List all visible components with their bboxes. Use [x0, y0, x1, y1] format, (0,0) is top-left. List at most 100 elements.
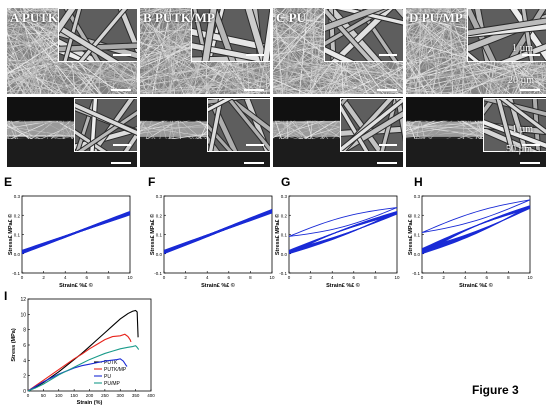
- x-tick-label: 2: [42, 275, 45, 280]
- main-scale-bar: [111, 162, 131, 164]
- x-tick-label: 10: [127, 275, 133, 280]
- x-tick-label: 8: [374, 275, 377, 280]
- x-tick-label: 4: [64, 275, 67, 280]
- scale-main-bottom: 50 µm: [506, 144, 533, 155]
- hysteresis-loop: [163, 212, 273, 251]
- panel-letter-g: G: [281, 175, 291, 189]
- inset-texture: [325, 9, 403, 61]
- magnified-inset: [340, 98, 403, 152]
- sem-bottom-b: [140, 97, 270, 167]
- magnified-inset: [207, 98, 270, 152]
- inset-texture: [59, 9, 137, 61]
- x-tick-label: 2: [309, 275, 312, 280]
- plot-frame: [421, 195, 531, 274]
- inset-texture: [208, 99, 270, 151]
- panel-letter-i: I: [4, 289, 8, 303]
- x-tick-label: 150: [70, 393, 78, 398]
- x-tick-label: 8: [107, 275, 110, 280]
- cyclic-plot-g: -0.1 0.0 0.1 0.2 0.3 0 2 4 6 8 10 Strain£ %£ © Stres…: [274, 194, 400, 289]
- plot-frame: [21, 195, 131, 274]
- x-tick-label: 10: [527, 275, 533, 280]
- y-axis-label: Stress£ MPa£ ©: [407, 214, 414, 255]
- y-tick-label: 8: [23, 328, 26, 334]
- inset-texture: [341, 99, 403, 151]
- y-axis-label: Stress£ MPa£ ©: [7, 214, 14, 255]
- y-tick-label: -0.1: [412, 271, 420, 276]
- y-tick-label: 0.2: [414, 213, 421, 218]
- tensile-plot: 0 2 4 6 8 10 12 0 50 100 150 200 250 300 350 400 Strain …: [11, 297, 155, 406]
- y-tick-label: 0.1: [14, 233, 21, 238]
- sem-label-c: C PU: [276, 10, 306, 25]
- inset-scale-bar: [113, 144, 131, 146]
- x-tick-label: 0: [421, 275, 424, 280]
- x-tick-label: 6: [353, 275, 356, 280]
- legend-label: PUTK/MP: [104, 367, 127, 373]
- x-tick-label: 0: [288, 275, 291, 280]
- y-axis-label: Stress (MPa): [11, 328, 17, 361]
- panel-letter-h: H: [414, 175, 423, 189]
- figure-label: Figure 3: [472, 383, 519, 397]
- magnified-inset: [58, 8, 137, 62]
- main-scale-bar: [377, 89, 397, 91]
- magnified-inset: [191, 8, 270, 62]
- inset-scale-bar: [246, 54, 264, 56]
- y-tick-label: 0.0: [281, 252, 288, 257]
- x-tick-label: 200: [86, 393, 94, 398]
- x-tick-label: 8: [249, 275, 252, 280]
- hysteresis-loop: [288, 213, 398, 251]
- y-tick-label: 0.0: [156, 252, 163, 257]
- y-tick-label: 6: [23, 343, 26, 349]
- hysteresis-loop: [421, 199, 531, 234]
- series-line-pu: [27, 358, 128, 392]
- y-tick-label: -0.1: [12, 271, 20, 276]
- x-axis-label: Strain£ %£ ©: [459, 282, 493, 289]
- main-scale-bar: [111, 89, 131, 91]
- y-tick-label: -0.1: [154, 271, 162, 276]
- x-tick-label: 50: [41, 393, 47, 398]
- sem-label-b: B PUTK/MP: [143, 10, 215, 25]
- inset-texture: [75, 99, 137, 151]
- cyclic-plot-f: -0.1 0.0 0.1 0.2 0.3 0 2 4 6 8 10 Strain£ %£ © Stres…: [149, 194, 275, 289]
- y-tick-label: 0.3: [156, 194, 163, 199]
- magnified-inset: [74, 98, 137, 152]
- x-tick-label: 6: [86, 275, 89, 280]
- main-scale-bar: [244, 89, 264, 91]
- sem-top-b: [140, 8, 270, 94]
- inset-scale-bar: [246, 144, 264, 146]
- sem-top-d: [406, 8, 546, 94]
- x-tick-label: 300: [116, 393, 124, 398]
- scale-inset-bottom: 1 µm: [512, 124, 534, 135]
- x-axis-label: Strain (%): [77, 400, 103, 406]
- legend-label: PUTK: [104, 360, 118, 366]
- y-tick-label: 12: [20, 297, 26, 303]
- y-tick-label: 0.3: [281, 194, 288, 199]
- inset-texture: [484, 99, 546, 151]
- x-tick-label: 100: [55, 393, 63, 398]
- panel-letter-f: F: [148, 175, 156, 189]
- scale-main-top: 20 µm: [508, 75, 535, 86]
- y-tick-label: 0.0: [414, 252, 421, 257]
- x-tick-label: 6: [228, 275, 231, 280]
- x-axis-label: Strain£ %£ ©: [326, 282, 360, 289]
- y-tick-label: 0.2: [281, 213, 288, 218]
- series-line-pu-mp: [27, 345, 140, 392]
- inset-scale-bar: [113, 54, 131, 56]
- main-scale-bar: [377, 162, 397, 164]
- y-tick-label: 0.1: [156, 233, 163, 238]
- y-tick-label: 0.0: [14, 252, 21, 257]
- x-tick-label: 2: [442, 275, 445, 280]
- panel-letter-e: E: [4, 175, 13, 189]
- plot-frame: [163, 195, 273, 274]
- sem-bottom-d: [406, 97, 546, 167]
- y-tick-label: 2: [23, 374, 26, 380]
- x-tick-label: 4: [206, 275, 209, 280]
- legend-label: PU/MP: [104, 381, 121, 387]
- inset-scale-bar: [379, 54, 397, 56]
- y-axis-label: Stress£ MPa£ ©: [149, 214, 156, 255]
- x-tick-label: 0: [163, 275, 166, 280]
- y-tick-label: 0: [23, 389, 26, 395]
- legend-label: PU: [104, 374, 111, 380]
- main-scale-bar: [244, 162, 264, 164]
- x-tick-label: 400: [147, 393, 155, 398]
